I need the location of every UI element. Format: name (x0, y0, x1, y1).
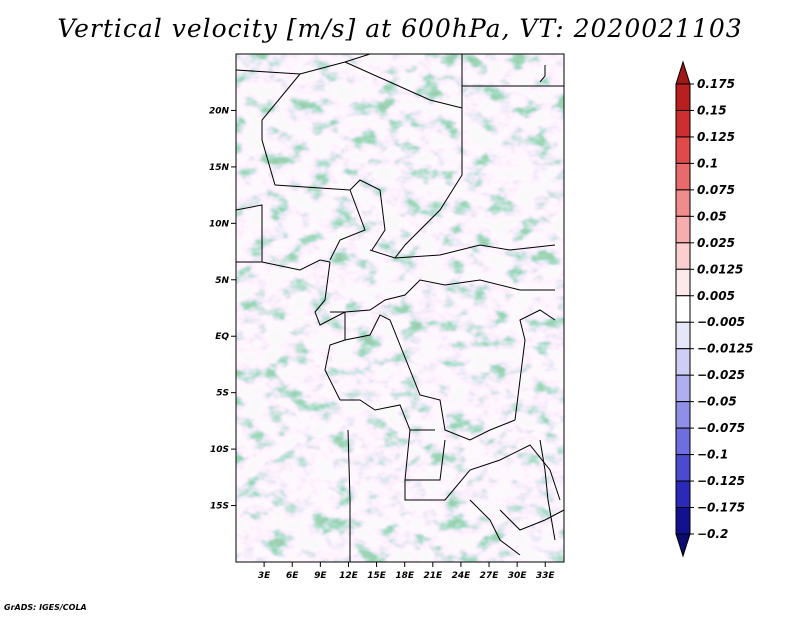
country-borders (236, 54, 564, 562)
colorbar-label: −0.05 (697, 395, 737, 409)
colorbar-swatch (675, 215, 691, 244)
lat-tick-label: 10N (209, 219, 230, 229)
colorbar-label: −0.075 (697, 421, 745, 435)
colorbar-label: 0.05 (697, 209, 727, 223)
colorbar-label: 0.125 (697, 130, 735, 144)
lon-tick-label: 30E (508, 571, 528, 581)
colorbar: 0.175 0.15 0.125 0.1 0.075 0.05 0.025 0.0125 0.0… (675, 60, 753, 558)
colorbar-swatch (675, 401, 691, 429)
colorbar-label: 0.005 (697, 289, 735, 303)
colorbar-swatch (675, 321, 691, 350)
lon-tick-label: 3E (258, 571, 271, 581)
colorbar-swatch (675, 162, 691, 191)
lon-tick-label: 15E (367, 571, 387, 581)
colorbar-label: −0.1 (697, 448, 728, 462)
colorbar-swatch (675, 348, 691, 376)
latitude-axis: 20N 15N 10N 5N EQ 5S 10S 15S (209, 106, 236, 512)
colorbar-swatch (675, 295, 691, 323)
colorbar-bottom-arrow (675, 533, 691, 558)
map-title: Vertical velocity [m/s] at 600hPa, VT: 2… (57, 14, 743, 43)
colorbar-swatch (675, 136, 691, 164)
colorbar-swatch (675, 480, 691, 509)
colorbar-swatch (675, 454, 691, 482)
lon-tick-label: 33E (536, 571, 556, 581)
longitude-axis: 3E 6E 9E 12E 15E 18E 21E 24E 27E 30E 33E (258, 562, 556, 581)
colorbar-swatch (675, 427, 691, 456)
colorbar-swatch (675, 189, 691, 217)
lat-tick-label: 5S (216, 389, 229, 399)
colorbar-swatch (675, 374, 691, 403)
colorbar-top-arrow (675, 60, 691, 85)
lat-tick-label: 15N (209, 163, 230, 173)
lon-tick-label: 21E (423, 571, 443, 581)
colorbar-swatch (675, 268, 691, 297)
map-panel (235, 53, 565, 563)
colorbar-label: −0.005 (697, 315, 745, 329)
colorbar-label: 0.1 (697, 156, 718, 170)
lon-tick-label: 27E (480, 571, 500, 581)
colorbar-label: −0.0125 (697, 342, 753, 356)
colorbar-label: −0.2 (697, 527, 728, 541)
colorbar-swatch (675, 83, 691, 111)
lon-tick-label: 24E (452, 571, 472, 581)
colorbar-label: 0.025 (697, 236, 735, 250)
lat-tick-label: 15S (210, 502, 229, 512)
colorbar-label: −0.175 (697, 501, 745, 515)
colorbar-label: 0.175 (697, 77, 735, 91)
colorbar-label: 0.15 (697, 103, 727, 117)
grads-credit: GrADS: IGES/COLA (4, 603, 87, 612)
colorbar-swatch (675, 507, 691, 535)
lat-tick-label: EQ (215, 332, 229, 342)
lat-tick-label: 20N (209, 106, 230, 116)
map-frame (235, 53, 565, 563)
lon-tick-label: 18E (395, 571, 415, 581)
lon-tick-label: 9E (314, 571, 327, 581)
colorbar-swatch (675, 109, 691, 138)
lat-tick-label: 10S (210, 445, 229, 455)
velocity-field (236, 54, 564, 562)
colorbar-label: 0.075 (697, 183, 735, 197)
colorbar-label: −0.125 (697, 474, 745, 488)
colorbar-label: −0.025 (697, 368, 745, 382)
colorbar-swatch (675, 242, 691, 270)
colorbar-label: 0.0125 (697, 262, 743, 276)
lon-tick-label: 12E (339, 571, 359, 581)
lat-tick-label: 5N (215, 276, 229, 286)
lon-tick-label: 6E (286, 571, 299, 581)
